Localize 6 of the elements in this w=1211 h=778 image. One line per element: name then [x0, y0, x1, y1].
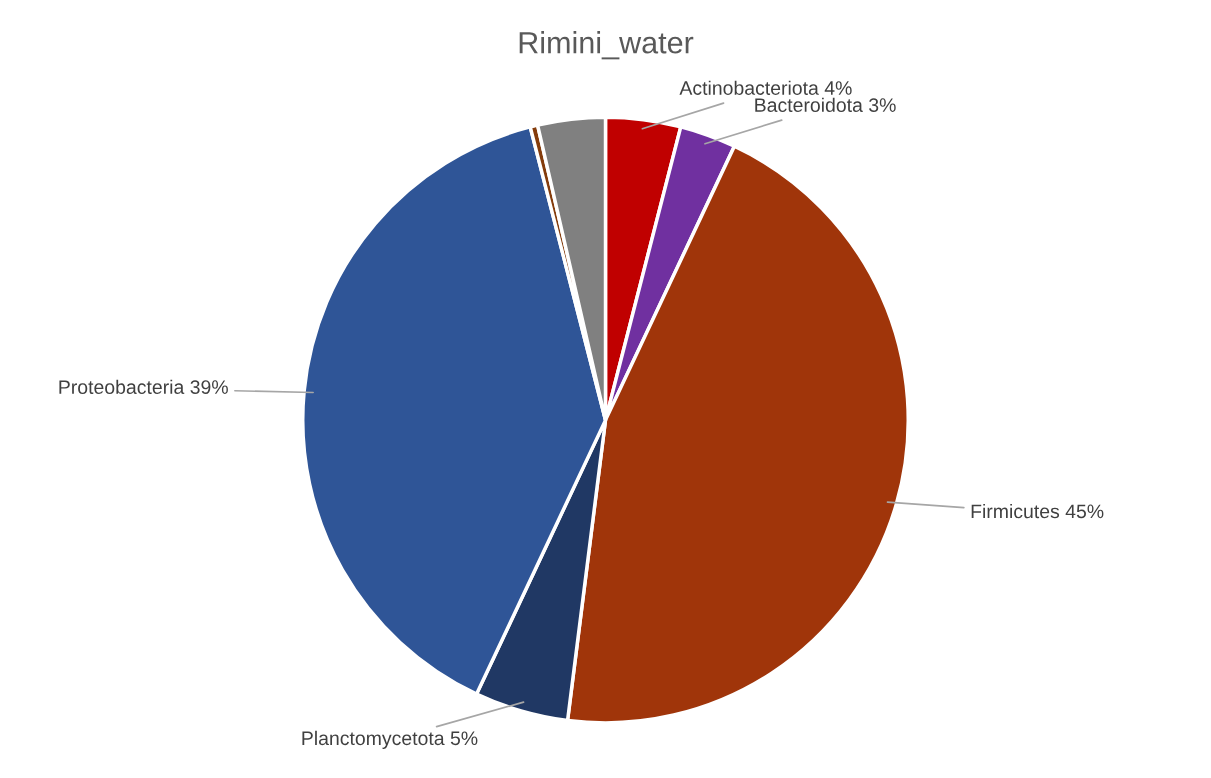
slice-label: Actinobacteriota 4% [679, 80, 852, 95]
chart-title: Rimini_water [519, 31, 694, 60]
slice-label: Proteobacteria 39% [59, 379, 228, 394]
slice-label: Planctomycetota 5% [302, 730, 478, 749]
slice-label: Firmicutes 45% [971, 503, 1104, 519]
slice-label: Bacteroidota 3% [755, 97, 896, 112]
